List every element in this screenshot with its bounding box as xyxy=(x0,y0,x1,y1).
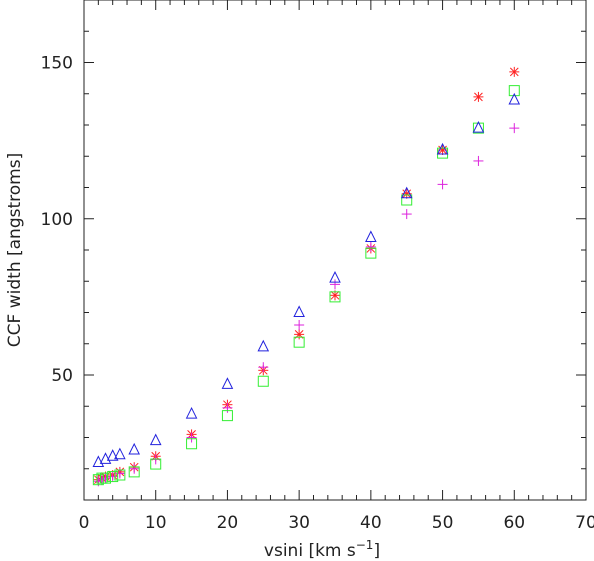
y-axis-title: CCF width [angstroms] xyxy=(5,153,25,347)
data-point-square xyxy=(186,438,198,450)
data-point-triangle xyxy=(149,433,162,446)
x-tick-label: 70 xyxy=(575,513,594,533)
data-point-plus xyxy=(294,320,305,330)
data-point-asterisk xyxy=(294,329,305,340)
data-point-square xyxy=(150,458,162,470)
data-point-plus xyxy=(330,279,340,290)
data-point-plus xyxy=(186,432,197,443)
data-points xyxy=(92,66,521,487)
y-tick-label: 50 xyxy=(51,366,73,386)
x-tick-label: 50 xyxy=(432,513,454,533)
data-point-triangle xyxy=(472,121,485,133)
data-point-triangle xyxy=(114,447,126,460)
data-point-triangle xyxy=(99,452,112,464)
x-axis-title: vsini [km s−1] xyxy=(264,538,380,561)
data-point-plus xyxy=(401,209,412,220)
data-point-square xyxy=(221,410,233,422)
data-point-triangle xyxy=(293,305,305,317)
data-point-triangle xyxy=(508,92,521,105)
data-point-plus xyxy=(100,473,111,484)
data-point-triangle xyxy=(128,442,141,455)
data-point-triangle xyxy=(185,406,198,419)
data-point-triangle xyxy=(257,339,270,352)
data-point-square xyxy=(92,474,104,486)
x-tick-label: 20 xyxy=(217,513,239,533)
data-point-plus xyxy=(473,155,484,166)
data-point-plus xyxy=(365,241,376,252)
data-point-square xyxy=(100,472,112,484)
x-tick-label: 0 xyxy=(79,513,90,533)
data-point-square xyxy=(365,247,377,259)
data-point-square xyxy=(114,469,126,481)
data-point-triangle xyxy=(92,455,105,467)
data-point-triangle xyxy=(221,377,234,389)
y-tick-label: 150 xyxy=(41,54,73,74)
x-tick-label: 30 xyxy=(288,513,310,533)
data-point-triangle xyxy=(365,230,377,242)
data-point-triangle xyxy=(400,186,413,199)
x-tick-label: 10 xyxy=(145,513,167,533)
axis-ticks xyxy=(83,0,587,501)
data-point-asterisk xyxy=(509,66,520,77)
data-point-triangle xyxy=(436,142,449,155)
data-point-square xyxy=(257,375,269,387)
data-point-asterisk xyxy=(330,290,340,301)
data-point-plus xyxy=(509,123,520,134)
y-tick-label: 100 xyxy=(41,210,73,230)
data-point-square xyxy=(107,471,119,483)
data-point-asterisk xyxy=(401,188,412,199)
data-point-square xyxy=(329,291,341,303)
data-point-plus xyxy=(222,402,233,413)
data-point-square xyxy=(293,336,305,348)
data-point-plus xyxy=(258,362,269,373)
data-point-asterisk xyxy=(473,91,484,102)
data-point-square xyxy=(508,85,520,97)
x-tick-label: 40 xyxy=(360,513,382,533)
axis-tick-labels: 0 10 20 30 40 50 60 70 50 100 150 xyxy=(41,54,594,534)
data-point-square xyxy=(128,466,140,478)
data-point-triangle xyxy=(329,271,341,283)
x-tick-label: 60 xyxy=(503,513,525,533)
data-point-plus xyxy=(129,463,140,474)
data-point-plus xyxy=(107,471,118,482)
data-point-triangle xyxy=(106,449,119,461)
data-point-square xyxy=(401,194,413,206)
data-point-plus xyxy=(437,179,448,190)
